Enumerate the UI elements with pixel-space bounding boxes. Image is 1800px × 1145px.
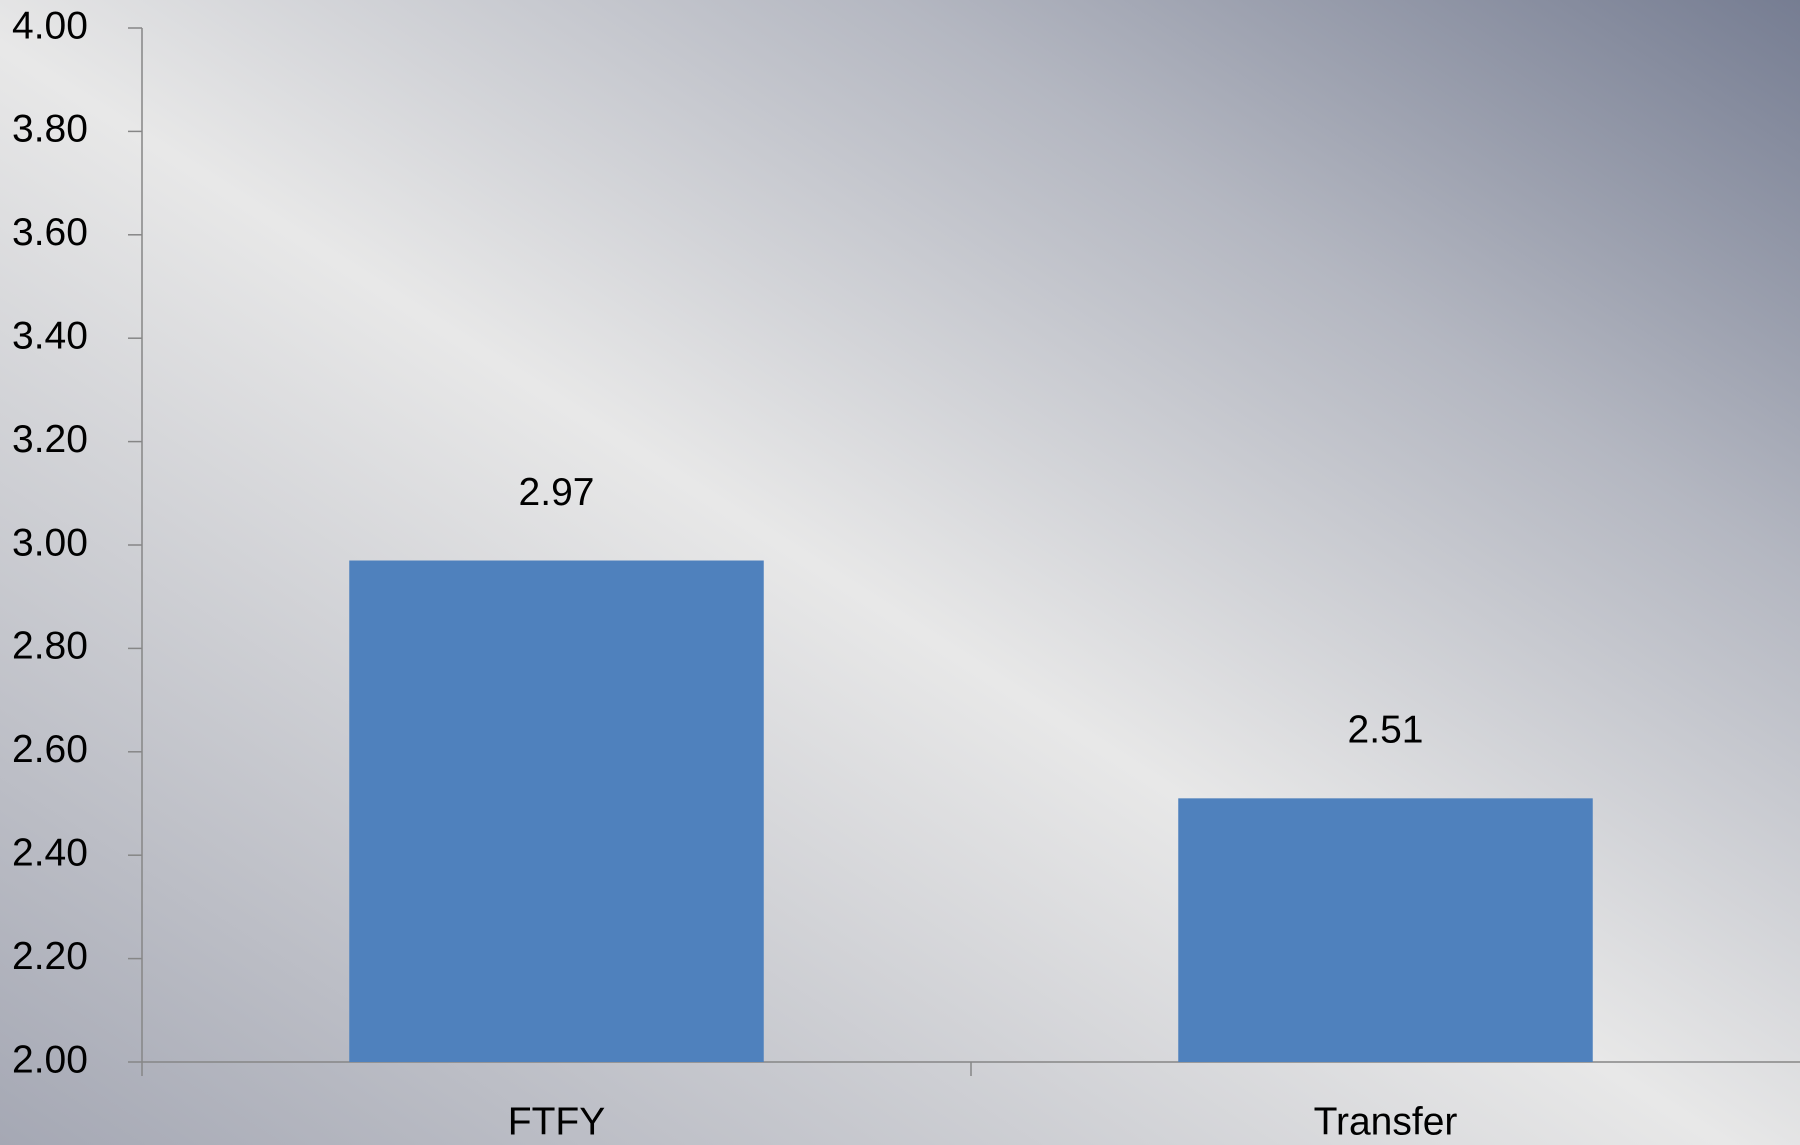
bar xyxy=(349,560,764,1062)
data-label: 2.51 xyxy=(1348,709,1424,752)
y-tick-label: 3.00 xyxy=(12,521,88,564)
x-tick-label: Transfer xyxy=(1314,1100,1458,1143)
y-tick-label: 2.40 xyxy=(12,831,88,874)
y-tick-label: 3.60 xyxy=(12,211,88,254)
bar xyxy=(1178,798,1593,1062)
y-tick-label: 2.20 xyxy=(12,935,88,978)
data-label: 2.97 xyxy=(519,471,595,514)
y-tick-label: 3.20 xyxy=(12,418,88,461)
y-tick-label: 2.00 xyxy=(12,1038,88,1081)
y-tick-label: 4.00 xyxy=(12,4,88,47)
y-tick-label: 2.80 xyxy=(12,625,88,668)
y-tick-label: 3.40 xyxy=(12,314,88,357)
y-tick-label: 2.60 xyxy=(12,728,88,771)
x-tick-label: FTFY xyxy=(508,1100,605,1143)
y-tick-label: 3.80 xyxy=(12,108,88,151)
